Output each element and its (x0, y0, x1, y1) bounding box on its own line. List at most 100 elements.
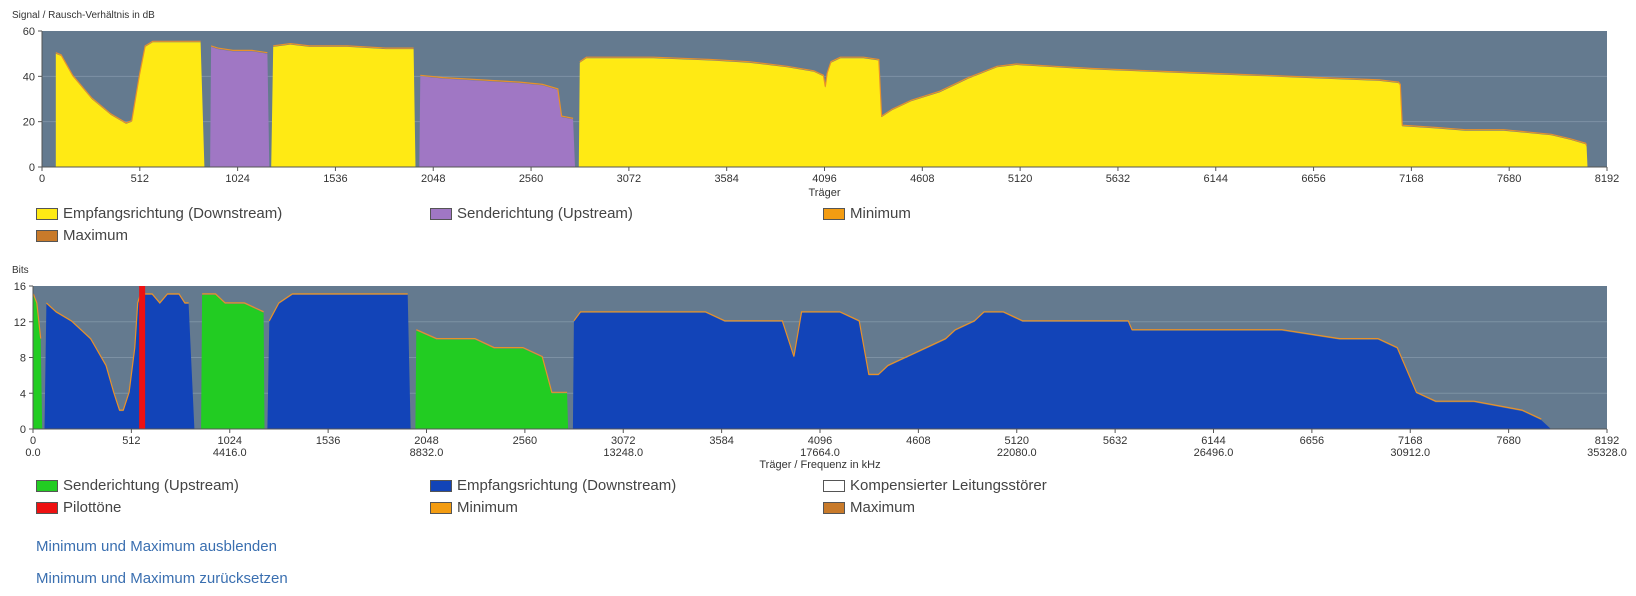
y-tick-label-0: 0 (20, 424, 26, 436)
legend-item-1: Senderichtung (Upstream) (430, 205, 633, 222)
x-tick-label-10: 5120 (1005, 435, 1029, 447)
x-axis-title: Träger (809, 187, 841, 199)
series-maxline-0-2 (416, 329, 568, 393)
x-tick-label-0: 0 (30, 435, 36, 447)
series-area-1-2 (572, 312, 1551, 429)
x-tick-label-16: 8192 (1595, 173, 1619, 185)
x-tick-label-13: 6656 (1301, 173, 1325, 185)
series-area-1-0 (44, 294, 195, 429)
y-tick-label-1: 20 (23, 117, 35, 129)
legend-swatch (430, 501, 452, 514)
series-maxline-0-2 (579, 56, 1588, 146)
y-tick-label-3: 60 (23, 26, 35, 38)
legend-swatch (823, 501, 845, 514)
y-tick-label-2: 8 (20, 353, 26, 365)
x-tick-label-11: 5632 (1106, 173, 1130, 185)
x-tick-label-16: 8192 (1595, 435, 1619, 447)
series-maxline-1-1 (268, 293, 408, 322)
series-area-1-1 (419, 76, 575, 167)
y-tick-label-3: 12 (14, 317, 26, 329)
pilot-tone-marker-0 (139, 286, 146, 429)
series-area-0-1 (271, 44, 416, 167)
legend-item-2: Kompensierter Leitungsstörer (823, 477, 1047, 494)
snr-chart: 0 20 40 60 0 512 1024 1536 2048 2560 3072 3584 4096 4… (12, 10, 1619, 199)
y-axis-title: Signal / Rausch-Verhältnis in dB (12, 10, 155, 21)
x-freq-label-16: 35328.0 (1587, 447, 1627, 459)
x-freq-label-8: 17664.0 (800, 447, 840, 459)
series-maxline-0-1 (273, 42, 414, 49)
x-tick-label-2: 1024 (218, 435, 242, 447)
x-tick-label-4: 2048 (414, 435, 438, 447)
x-tick-label-14: 7168 (1399, 173, 1423, 185)
x-tick-label-10: 5120 (1008, 173, 1032, 185)
series-area-0-2 (415, 330, 569, 429)
legend-swatch (36, 229, 58, 242)
x-tick-label-3: 1536 (323, 173, 347, 185)
legend-item-1: Empfangsrichtung (Downstream) (430, 477, 676, 494)
x-freq-label-10: 22080.0 (997, 447, 1037, 459)
legend-label: Kompensierter Leitungsstörer (850, 477, 1047, 494)
legend-label: Senderichtung (Upstream) (63, 477, 239, 494)
legend-item-5: Maximum (823, 499, 915, 516)
legend-item-2: Minimum (823, 205, 911, 222)
legend-swatch (430, 479, 452, 492)
x-tick-label-9: 4608 (906, 435, 930, 447)
series-maxline-1-2 (573, 311, 1542, 420)
series-area-0-2 (578, 58, 1588, 168)
x-freq-label-12: 26496.0 (1194, 447, 1234, 459)
y-tick-label-2: 40 (23, 71, 35, 83)
x-freq-label-2: 4416.0 (213, 447, 247, 459)
x-tick-label-11: 5632 (1103, 435, 1127, 447)
x-tick-label-6: 3072 (611, 435, 635, 447)
legend-item-0: Senderichtung (Upstream) (36, 477, 239, 494)
y-tick-label-4: 16 (14, 281, 26, 293)
x-axis-title: Träger / Frequenz in kHz (759, 459, 880, 471)
series-maxline-1-0 (210, 45, 268, 54)
legend-swatch (36, 501, 58, 514)
x-tick-label-7: 3584 (714, 173, 738, 185)
legend-item-3: Maximum (36, 227, 128, 244)
x-tick-label-0: 0 (39, 173, 45, 185)
legend-item-3: Pilottöne (36, 499, 121, 516)
x-tick-label-15: 7680 (1496, 435, 1520, 447)
series-maxline-1-1 (420, 74, 574, 119)
series-maxline-1-0 (45, 293, 189, 411)
legend-label: Empfangsrichtung (Downstream) (457, 477, 677, 494)
hide-minmax-link[interactable]: Minimum und Maximum ausblenden (36, 538, 277, 555)
x-tick-label-1: 512 (131, 173, 149, 185)
x-freq-label-14: 30912.0 (1390, 447, 1430, 459)
legend-label: Minimum (850, 205, 911, 222)
x-tick-label-13: 6656 (1300, 435, 1324, 447)
x-freq-label-6: 13248.0 (603, 447, 643, 459)
x-tick-label-5: 2560 (519, 173, 543, 185)
y-axis-title: Bits (12, 265, 29, 276)
x-tick-label-7: 3584 (709, 435, 733, 447)
x-freq-label-0: 0.0 (25, 447, 40, 459)
legend-swatch (823, 207, 845, 220)
y-tick-label-0: 0 (29, 162, 35, 174)
series-area-0-1 (201, 294, 265, 429)
legend-swatch (430, 207, 452, 220)
legend-label: Maximum (850, 499, 916, 516)
x-tick-label-3: 1536 (316, 435, 340, 447)
legend-item-0: Empfangsrichtung (Downstream) (36, 205, 282, 222)
x-tick-label-4: 2048 (421, 173, 445, 185)
x-tick-label-14: 7168 (1398, 435, 1422, 447)
series-area-1-0 (210, 46, 270, 167)
legend-label: Minimum (457, 499, 518, 516)
x-tick-label-12: 6144 (1204, 173, 1228, 185)
y-tick-label-1: 4 (20, 388, 26, 400)
legend-swatch (36, 479, 58, 492)
legend-label: Pilottöne (63, 499, 122, 516)
legend-label: Senderichtung (Upstream) (457, 205, 633, 222)
legend-item-4: Minimum (430, 499, 518, 516)
x-tick-label-8: 4096 (812, 173, 836, 185)
x-tick-label-15: 7680 (1497, 173, 1521, 185)
reset-minmax-link[interactable]: Minimum und Maximum zurücksetzen (36, 570, 288, 587)
legend-label: Empfangsrichtung (Downstream) (63, 205, 283, 222)
x-tick-label-1: 512 (122, 435, 140, 447)
series-maxline-0-1 (202, 293, 264, 313)
x-tick-label-12: 6144 (1201, 435, 1225, 447)
